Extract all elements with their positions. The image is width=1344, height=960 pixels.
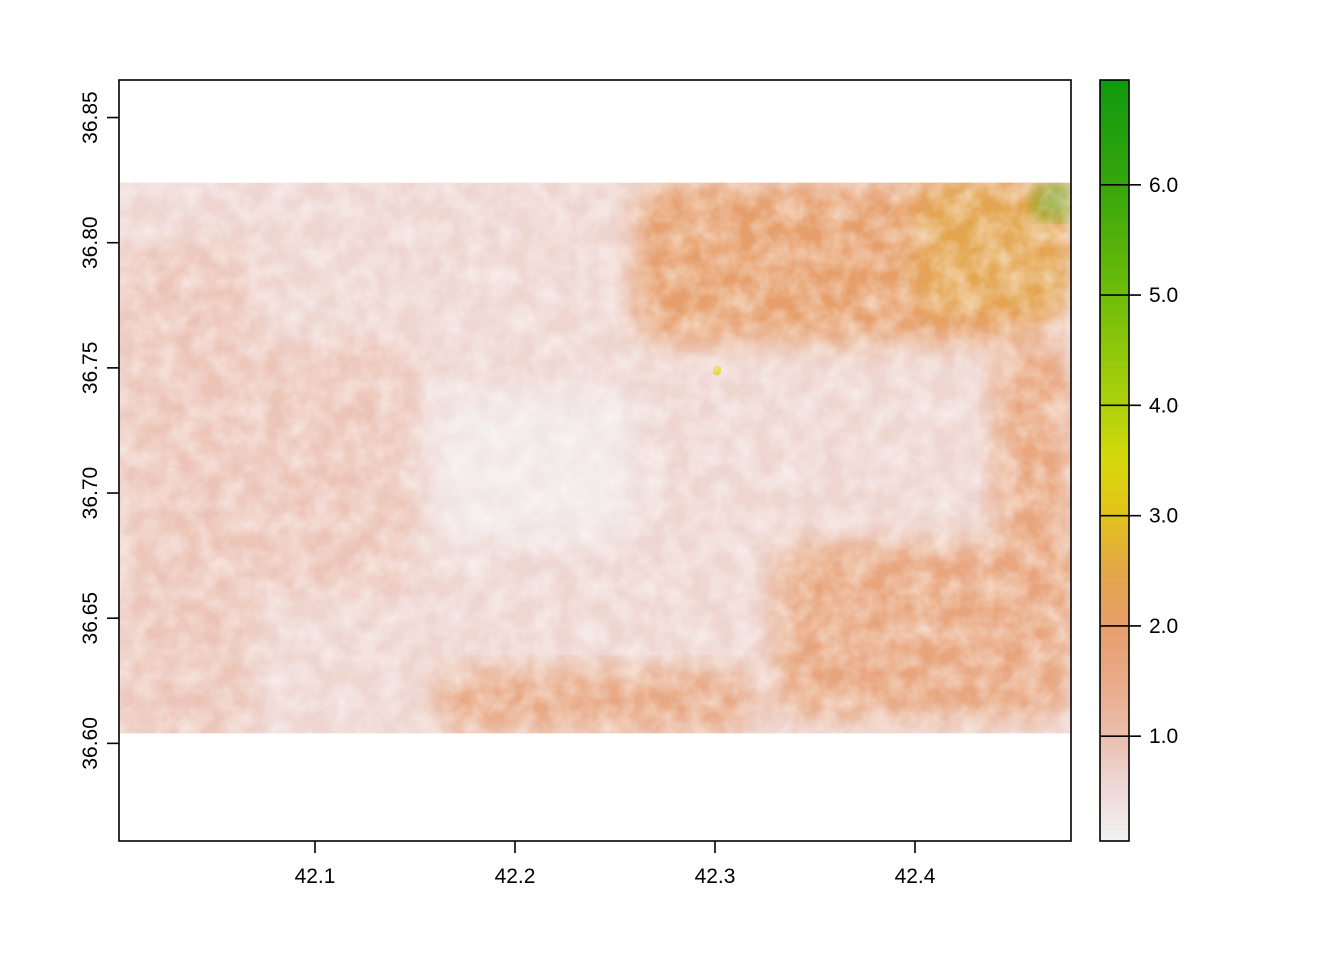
plot-frame <box>118 79 1072 842</box>
legend-tick-label: 5.0 <box>1149 284 1178 307</box>
y-tick-label: 36.60 <box>79 717 102 770</box>
raster-texture <box>119 182 1071 734</box>
y-axis: 36.60 36.65 36.70 36.75 36.80 36.85 <box>79 91 119 770</box>
legend-tick-label: 6.0 <box>1149 174 1178 197</box>
legend-tick-label: 3.0 <box>1149 505 1178 528</box>
legend-tick-label: 2.0 <box>1149 615 1178 638</box>
y-tick-label: 36.80 <box>79 216 102 269</box>
y-tick-label: 36.75 <box>79 342 102 395</box>
x-tick-label: 42.2 <box>495 865 536 888</box>
x-tick-label: 42.3 <box>695 865 736 888</box>
y-tick-label: 36.70 <box>79 467 102 520</box>
x-tick-label: 42.4 <box>895 865 936 888</box>
x-tick-label: 42.1 <box>295 865 336 888</box>
x-axis: 42.1 42.2 42.3 42.4 <box>295 841 936 888</box>
color-legend: 1.0 2.0 3.0 4.0 5.0 6.0 <box>1099 79 1178 842</box>
legend-tick-label: 1.0 <box>1149 725 1178 748</box>
legend-tick-label: 4.0 <box>1149 394 1178 417</box>
y-tick-label: 36.65 <box>79 592 102 645</box>
legend-colorbar <box>1099 79 1130 842</box>
y-tick-label: 36.85 <box>79 91 102 144</box>
raster-image <box>119 182 1071 734</box>
